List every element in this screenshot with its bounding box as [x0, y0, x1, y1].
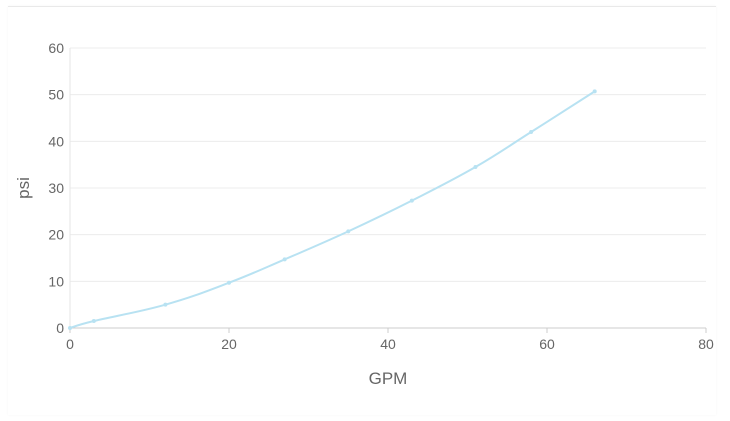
y-tick-label: 40: [48, 133, 64, 149]
y-tick-label: 30: [48, 180, 64, 196]
x-tick-label: 20: [221, 336, 237, 352]
tick-labels: 0 10 20 30 40 50 60 0 20 40 60 80: [48, 40, 714, 352]
series: [68, 89, 597, 330]
data-point[interactable]: [592, 89, 597, 94]
data-point[interactable]: [473, 165, 478, 169]
y-tick-label: 20: [48, 227, 64, 243]
x-tick-label: 80: [698, 336, 714, 352]
series-line: [69, 90, 596, 329]
data-point[interactable]: [282, 257, 287, 262]
y-tick-label: 10: [48, 273, 64, 289]
data-point[interactable]: [163, 302, 168, 307]
x-tick-label: 40: [380, 336, 396, 352]
axes: [69, 48, 707, 333]
x-tick-label: 0: [66, 336, 74, 352]
y-axis-label: psi: [14, 177, 33, 199]
data-point[interactable]: [68, 326, 72, 330]
data-point[interactable]: [227, 280, 231, 285]
data-point[interactable]: [409, 198, 414, 203]
y-tick-label: 60: [48, 40, 64, 56]
data-point[interactable]: [346, 229, 351, 234]
data-point[interactable]: [529, 130, 534, 134]
y-tick-label: 0: [56, 320, 64, 336]
x-axis-label: GPM: [369, 369, 408, 388]
chart-card: [8, 6, 716, 415]
y-tick-label: 50: [48, 87, 64, 103]
data-point[interactable]: [91, 319, 96, 323]
gridlines: [70, 47, 706, 282]
x-tick-label: 60: [539, 336, 555, 352]
